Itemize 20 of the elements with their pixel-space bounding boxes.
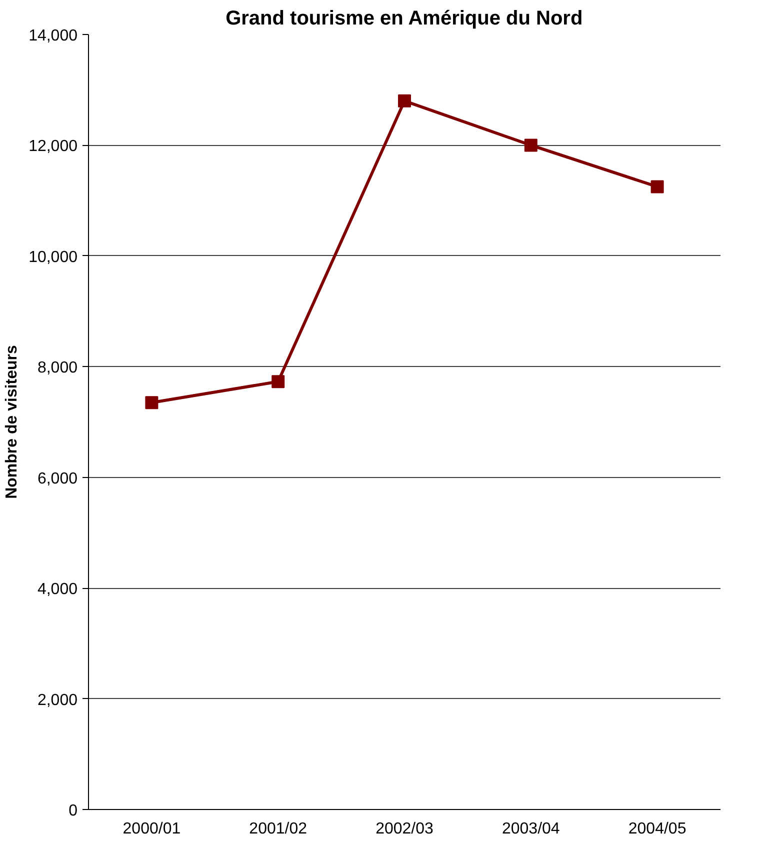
x-tick-label: 2002/03: [376, 820, 434, 838]
chart-title: Grand tourisme en Amérique du Nord: [226, 8, 583, 30]
y-tick-label: 0: [68, 802, 78, 820]
y-axis-title: Nombre de visiteurs: [4, 344, 21, 499]
y-tick-label: 14,000: [28, 28, 78, 44]
y-tick-label: 2,000: [37, 692, 78, 709]
x-tick-label: 2001/02: [249, 820, 308, 838]
x-tick-label: 2004/05: [628, 820, 686, 838]
point: [398, 94, 411, 108]
point: [145, 396, 158, 410]
y-tick-label: 10,000: [28, 248, 78, 266]
x-tick-label: 2003/04: [502, 820, 560, 838]
point: [272, 375, 285, 388]
point: [650, 180, 664, 194]
y-tick-label: 6,000: [37, 470, 78, 488]
point: [524, 138, 538, 152]
y-tick-label: 8,000: [37, 360, 78, 377]
y-tick-label: 4,000: [37, 581, 78, 598]
y-tick-label: 12,000: [28, 138, 78, 156]
x-tick-label: 2000/01: [122, 820, 181, 838]
